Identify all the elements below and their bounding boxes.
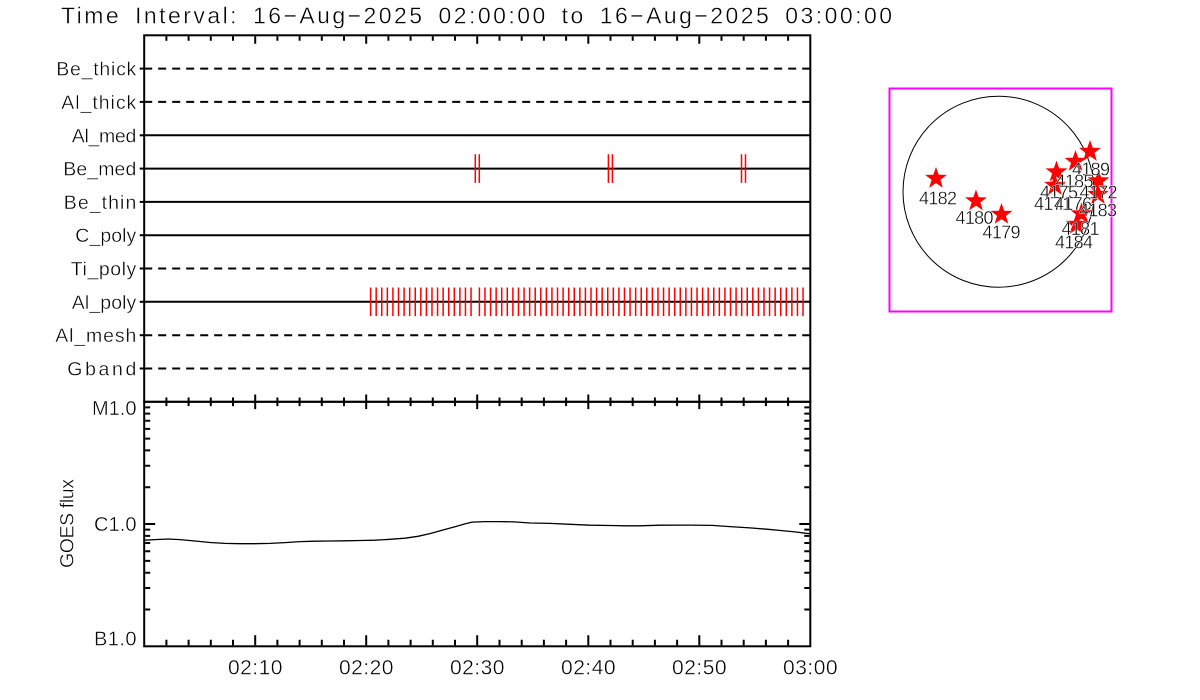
- svg-text:4172: 4172: [1080, 183, 1118, 203]
- svg-text:4180: 4180: [956, 208, 994, 228]
- svg-text:Al_poly: Al_poly: [72, 292, 137, 314]
- svg-text:02:10: 02:10: [228, 657, 283, 680]
- svg-text:4181: 4181: [1062, 219, 1100, 239]
- svg-text:Time Interval: 16−Aug−2025 02:: Time Interval: 16−Aug−2025 02:00:00 to 1…: [61, 3, 892, 29]
- svg-text:C_poly: C_poly: [75, 225, 136, 247]
- svg-text:Ti_poly: Ti_poly: [71, 259, 137, 281]
- svg-text:Be_med: Be_med: [63, 159, 136, 181]
- svg-text:4171: 4171: [1034, 194, 1072, 214]
- svg-text:M1.0: M1.0: [92, 398, 137, 420]
- svg-text:C1.0: C1.0: [94, 514, 137, 536]
- svg-text:4189: 4189: [1072, 160, 1110, 180]
- svg-text:02:20: 02:20: [339, 657, 394, 680]
- svg-text:GOES flux: GOES flux: [57, 479, 79, 568]
- svg-text:Al_thick: Al_thick: [61, 92, 136, 114]
- svg-text:Be_thin: Be_thin: [64, 192, 137, 214]
- svg-text:4179: 4179: [983, 223, 1021, 243]
- svg-text:B1.0: B1.0: [94, 629, 137, 651]
- svg-text:Gband: Gband: [67, 359, 136, 381]
- svg-text:4176: 4176: [1054, 194, 1092, 214]
- svg-text:02:30: 02:30: [450, 657, 505, 680]
- svg-text:Al_mesh: Al_mesh: [55, 325, 136, 347]
- svg-text:4184: 4184: [1055, 233, 1093, 253]
- svg-text:Be_thick: Be_thick: [56, 59, 136, 81]
- svg-text:Al_med: Al_med: [72, 125, 137, 147]
- svg-text:02:40: 02:40: [561, 657, 616, 680]
- svg-text:4175: 4175: [1040, 183, 1078, 203]
- svg-text:02:50: 02:50: [672, 657, 727, 680]
- svg-text:4183: 4183: [1079, 201, 1117, 221]
- svg-text:4182: 4182: [919, 189, 957, 209]
- svg-text:4185: 4185: [1056, 172, 1094, 192]
- svg-text:03:00: 03:00: [783, 657, 838, 680]
